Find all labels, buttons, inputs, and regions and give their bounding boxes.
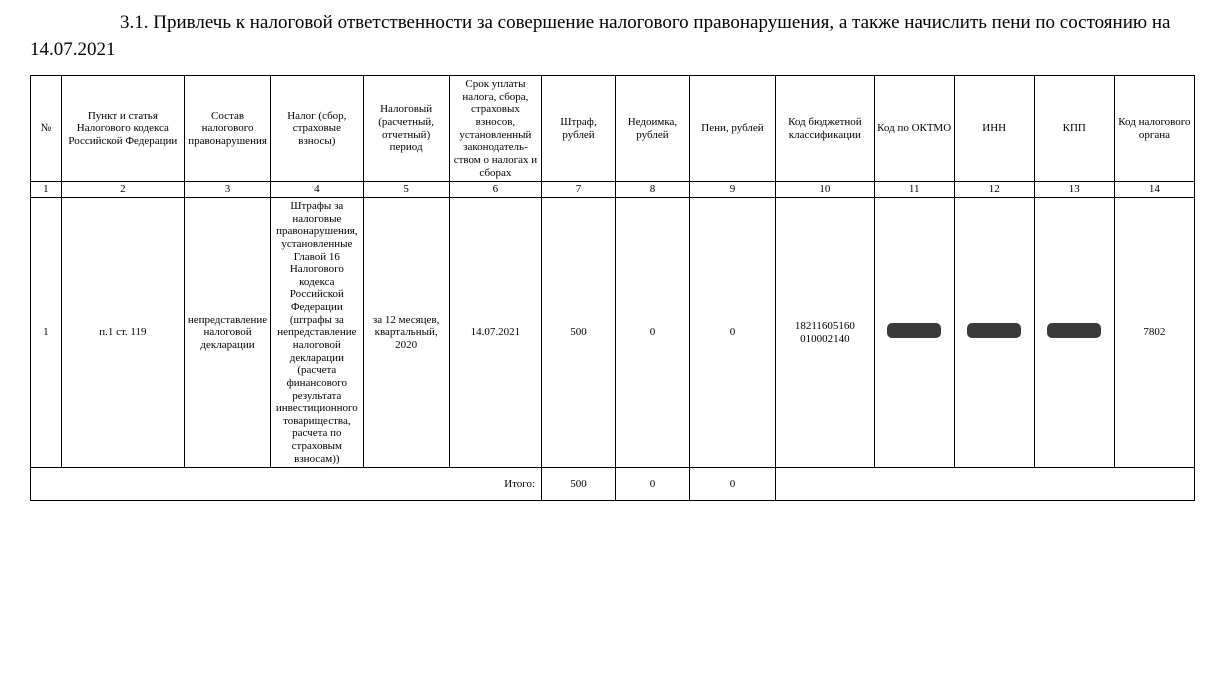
- totals-arrears: 0: [616, 468, 690, 501]
- cell-arrears: 0: [616, 197, 690, 467]
- cell-tax: Штрафы за налоговые правонаруше­ния, уст…: [271, 197, 363, 467]
- cell-period: за 12 месяцев, квартальный, 2020: [363, 197, 449, 467]
- cell-kbk: 18211605160 010002140: [776, 197, 875, 467]
- col-header: Код бюджетной классификац­ии: [776, 76, 875, 182]
- col-number: 13: [1034, 182, 1114, 198]
- col-header: Недоимка, рублей: [616, 76, 690, 182]
- col-number: 6: [449, 182, 541, 198]
- col-header: Код налогового органа: [1114, 76, 1194, 182]
- col-header: Код по ОКТМО: [874, 76, 954, 182]
- col-number: 12: [954, 182, 1034, 198]
- col-header: Налог (сбор, страховые взносы): [271, 76, 363, 182]
- col-header: ИНН: [954, 76, 1034, 182]
- cell-tax-authority: 7802: [1114, 197, 1194, 467]
- cell-penalty: 0: [689, 197, 775, 467]
- totals-empty: [776, 468, 1195, 501]
- col-number: 7: [542, 182, 616, 198]
- table-header-row: № Пункт и статья Налогового кодекса Росс…: [31, 76, 1195, 182]
- cell-oktmo: [874, 197, 954, 467]
- cell-fine: 500: [542, 197, 616, 467]
- col-number: 4: [271, 182, 363, 198]
- col-number: 10: [776, 182, 875, 198]
- col-number: 8: [616, 182, 690, 198]
- col-number: 1: [31, 182, 62, 198]
- col-header: Срок уплаты налога, сбора, страховых взн…: [449, 76, 541, 182]
- cell-number: 1: [31, 197, 62, 467]
- col-header: Налоговый (расчетный, отчетный) период: [363, 76, 449, 182]
- col-number: 9: [689, 182, 775, 198]
- section-heading: 3.1. Привлечь к налоговой ответственност…: [30, 10, 1195, 63]
- cell-kpp: [1034, 197, 1114, 467]
- redacted-mark: [1047, 325, 1101, 336]
- totals-label: Итого:: [31, 468, 542, 501]
- col-number: 2: [61, 182, 184, 198]
- col-number: 14: [1114, 182, 1194, 198]
- cell-inn: [954, 197, 1034, 467]
- totals-fine: 500: [542, 468, 616, 501]
- table-totals-row: Итого: 500 0 0: [31, 468, 1195, 501]
- penalty-table: № Пункт и статья Налогового кодекса Росс…: [30, 75, 1195, 501]
- redacted-mark: [887, 325, 941, 336]
- col-number: 3: [184, 182, 270, 198]
- redacted-mark: [967, 325, 1021, 336]
- table-number-row: 1 2 3 4 5 6 7 8 9 10 11 12 13 14: [31, 182, 1195, 198]
- col-header: Штраф, рублей: [542, 76, 616, 182]
- col-number: 11: [874, 182, 954, 198]
- col-header: Пункт и статья Налогового кодекса Россий…: [61, 76, 184, 182]
- cell-article: п.1 ст. 119: [61, 197, 184, 467]
- cell-due-date: 14.07.2021: [449, 197, 541, 467]
- col-number: 5: [363, 182, 449, 198]
- col-header: Пени, рублей: [689, 76, 775, 182]
- totals-penalty: 0: [689, 468, 775, 501]
- col-header: №: [31, 76, 62, 182]
- col-header: КПП: [1034, 76, 1114, 182]
- table-row: 1 п.1 ст. 119 непредставле­ние налоговой…: [31, 197, 1195, 467]
- cell-offense: непредставле­ние налоговой декларации: [184, 197, 270, 467]
- col-header: Состав налогового правонаруше­ния: [184, 76, 270, 182]
